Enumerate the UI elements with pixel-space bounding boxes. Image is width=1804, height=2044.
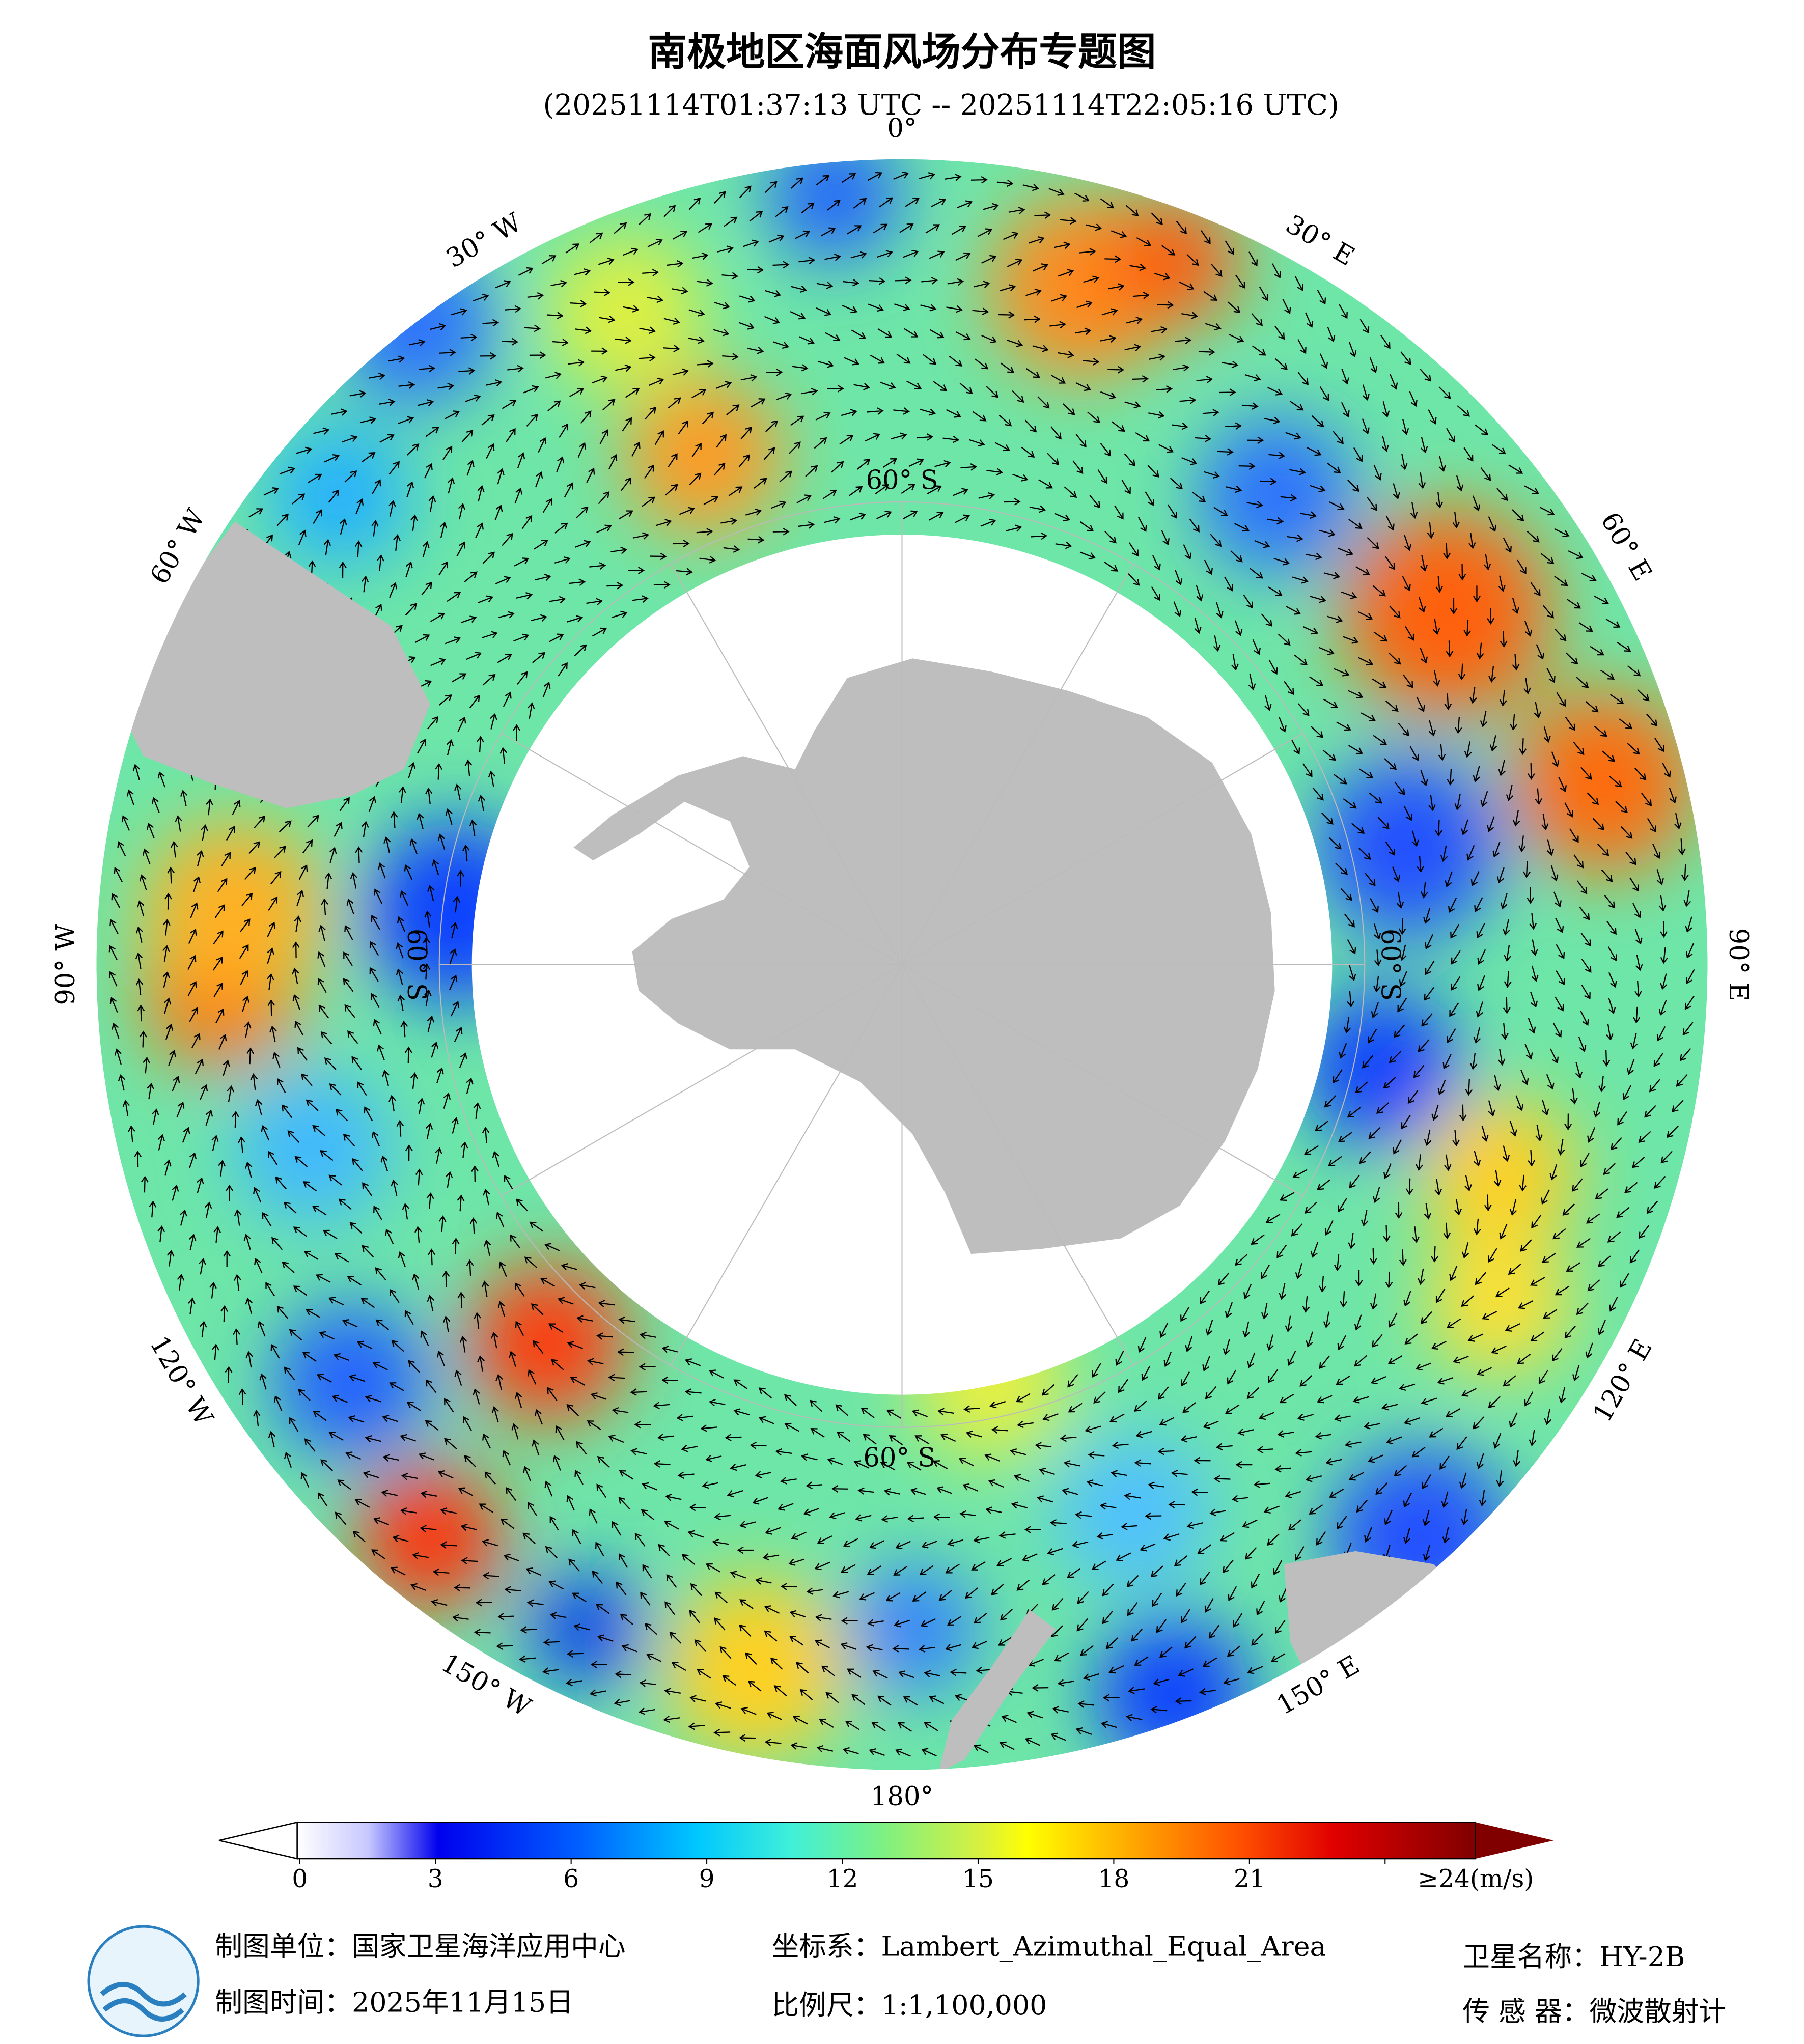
field-blob bbox=[625, 378, 782, 535]
colorbar-tick-label: 21 bbox=[1234, 1865, 1265, 1893]
field-blob bbox=[1199, 417, 1356, 574]
footer-crs: 坐标系：Lambert_Azimuthal_Equal_Area bbox=[772, 1930, 1326, 1963]
meridian bbox=[670, 564, 903, 965]
footer: 制图单位：国家卫星海洋应用中心 制图时间：2025年11月15日 坐标系：Lam… bbox=[215, 1930, 1726, 2028]
field-blob bbox=[339, 247, 495, 405]
field-blob bbox=[847, 1564, 978, 1695]
colorbar-tick-label: 6 bbox=[563, 1865, 579, 1893]
lon-label: 90° E bbox=[1723, 928, 1754, 1001]
lat-label: 60° S bbox=[1375, 929, 1405, 1001]
colorbar-max-arrow bbox=[1475, 1822, 1554, 1859]
lon-label: 180° bbox=[871, 1781, 933, 1812]
title: 南极地区海面风场分布专题图 bbox=[648, 29, 1156, 75]
colorbar-tick-label: 0 bbox=[292, 1865, 308, 1893]
graticule bbox=[438, 501, 1366, 1428]
field-blob bbox=[1056, 1434, 1212, 1590]
lat-label: 60° S bbox=[866, 465, 938, 496]
field-blob bbox=[664, 1577, 847, 1760]
colorbar-ramp bbox=[296, 1822, 1477, 1860]
wind-arrows bbox=[108, 172, 1695, 1757]
field-blob bbox=[234, 1069, 391, 1225]
field-blob bbox=[1303, 991, 1460, 1147]
field-blob bbox=[1095, 1616, 1252, 1770]
field-blob bbox=[1107, 195, 1238, 326]
new-zealand bbox=[938, 1610, 1056, 1770]
lat-label: 60° S bbox=[401, 929, 432, 1001]
field-blob bbox=[273, 1303, 430, 1460]
meridian bbox=[501, 964, 903, 1197]
field-blob bbox=[1316, 756, 1499, 939]
logo-ring bbox=[87, 1925, 200, 2037]
colorbar-tick-label: 12 bbox=[827, 1865, 858, 1893]
meridian bbox=[901, 733, 1303, 965]
footer-scale: 比例尺：1:1,100,000 bbox=[772, 1989, 1047, 2021]
meridian bbox=[670, 964, 903, 1366]
colorbar-tick-label: 3 bbox=[428, 1865, 443, 1893]
field-blob bbox=[358, 1466, 502, 1610]
meridian bbox=[901, 964, 1134, 1366]
colorbar-tick-label: 9 bbox=[699, 1865, 715, 1893]
colorbar-tick-label: 15 bbox=[962, 1865, 994, 1893]
south-america bbox=[130, 521, 430, 808]
footer-sensor: 传 感 器：微波散射计 bbox=[1462, 1996, 1726, 2028]
lon-label: 90° W bbox=[50, 924, 81, 1005]
lon-label: 0° bbox=[887, 113, 917, 144]
subtitle: (20251114T01:37:13 UTC -- 20251114T22:05… bbox=[543, 89, 1340, 122]
lat-label: 60° S bbox=[863, 1443, 935, 1473]
colorbar-tick-label: 18 bbox=[1098, 1865, 1129, 1893]
field-blob bbox=[1512, 691, 1695, 874]
antarctica bbox=[573, 658, 1275, 1254]
field-blob bbox=[267, 424, 411, 568]
logo-waves bbox=[100, 1982, 187, 2022]
logo bbox=[87, 1925, 200, 2037]
colorbar: 0 3 6 9 12 15 18 21 ≥24(m/s) bbox=[218, 1821, 1554, 1893]
wind-field bbox=[96, 159, 1708, 1770]
field-layer bbox=[96, 159, 1708, 1770]
field-blob bbox=[1427, 1231, 1571, 1376]
meridian bbox=[901, 964, 1303, 1197]
footer-producer: 制图单位：国家卫星海洋应用中心 bbox=[215, 1930, 625, 1963]
footer-date: 制图时间：2025年11月15日 bbox=[215, 1986, 573, 2019]
field-blob bbox=[143, 821, 326, 1004]
meridian bbox=[901, 564, 1134, 965]
field-blob bbox=[1342, 508, 1551, 717]
colorbar-tick-label: ≥24(m/s) bbox=[1418, 1865, 1534, 1893]
meridian bbox=[501, 733, 903, 965]
footer-satellite: 卫星名称：HY-2B bbox=[1462, 1941, 1685, 1973]
field-blob bbox=[769, 159, 900, 261]
colorbar-min-arrow bbox=[218, 1821, 298, 1860]
